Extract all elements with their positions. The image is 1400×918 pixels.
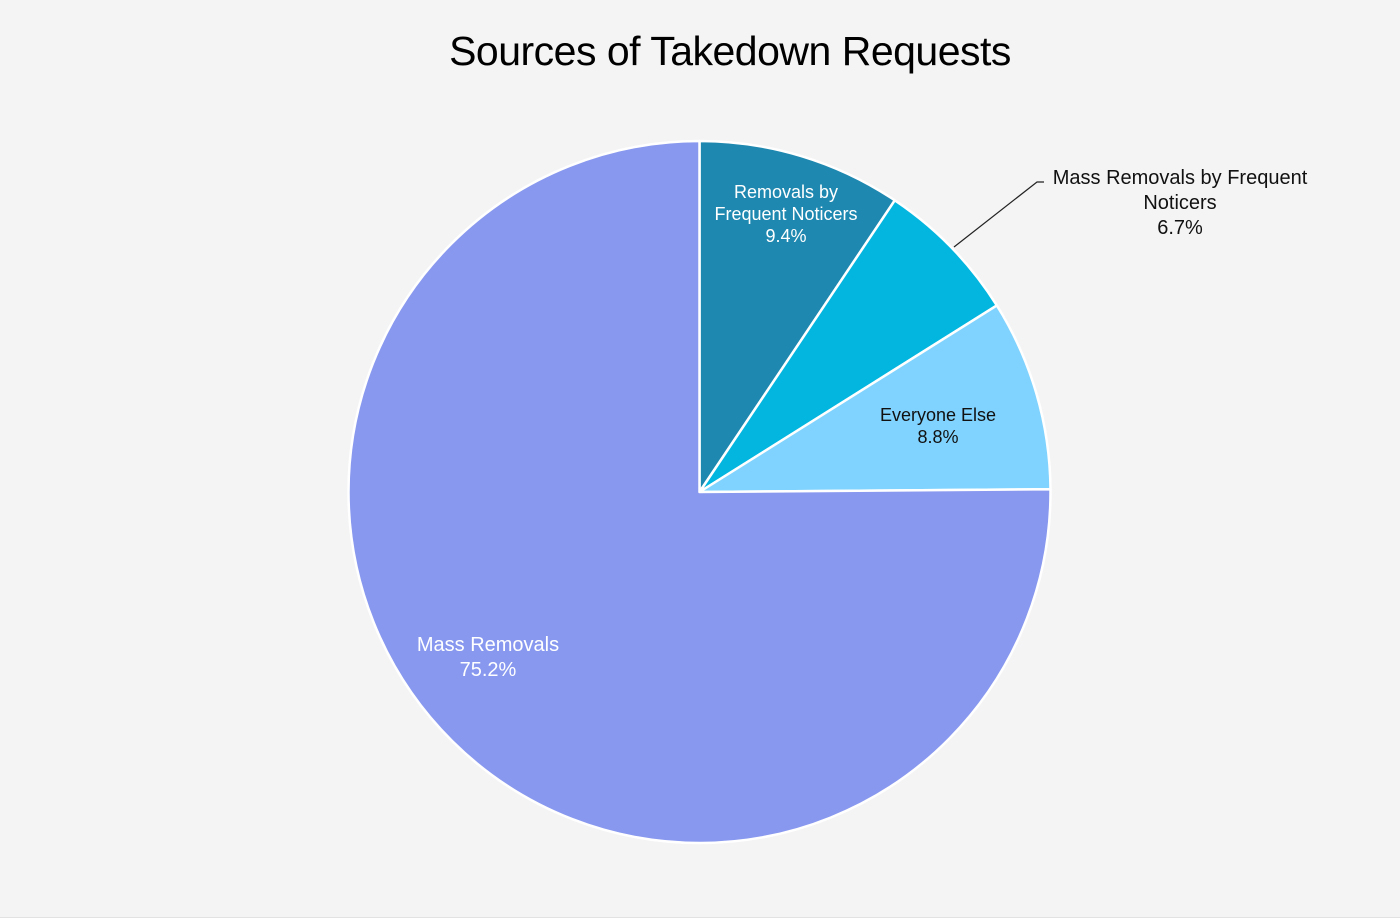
label-mass-removals-by-frequent-noticers: Mass Removals by Frequent Noticers 6.7% xyxy=(1053,166,1308,241)
label-mass-removals: Mass Removals 75.2% xyxy=(417,633,559,683)
pie-slice-everyone-else xyxy=(698,304,1052,494)
label-line: Everyone Else xyxy=(879,405,997,425)
label-line: Removals by xyxy=(733,182,839,202)
label-removals-by-frequent-noticers: Removals by Frequent Noticers 9.4% xyxy=(714,181,857,247)
pie-slices xyxy=(347,139,1052,845)
label-line: Frequent Noticers xyxy=(714,204,858,224)
chart-title: Sources of Takedown Requests xyxy=(449,28,1011,74)
label-percent: 6.7% xyxy=(1157,217,1203,239)
label-percent: 9.4% xyxy=(765,226,807,246)
label-everyone-else: Everyone Else 8.8% xyxy=(880,404,996,448)
pie-slice-mass-removals xyxy=(347,139,1052,845)
label-percent: 8.8% xyxy=(917,427,959,447)
label-percent: 75.2% xyxy=(459,659,517,681)
label-line: Mass Removals by Frequent xyxy=(1052,167,1308,189)
pie-slice-mass-removals-by-frequent-noticers xyxy=(698,199,999,494)
pie-slice-removals-by-frequent-noticers xyxy=(698,139,897,494)
label-line: Mass Removals xyxy=(416,634,560,656)
leader-line xyxy=(953,181,1044,248)
label-line: Noticers xyxy=(1143,192,1217,214)
